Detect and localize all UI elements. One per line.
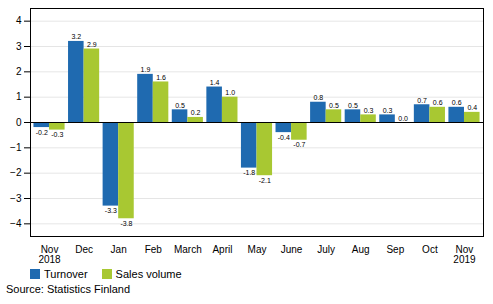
svg-text:April: April [212, 244, 232, 255]
html-text:Turnover: Turnover [44, 268, 88, 280]
svg-text:0.3: 0.3 [364, 107, 374, 114]
svg-text:1.6: 1.6 [156, 74, 166, 81]
svg-text:0.6: 0.6 [433, 99, 443, 106]
svg-text:Nov2019: Nov2019 [453, 244, 476, 265]
svg-text:-0.3: -0.3 [51, 131, 63, 138]
svg-text:4: 4 [16, 15, 22, 26]
svg-text:0.5: 0.5 [175, 102, 185, 109]
svg-text:Jan: Jan [111, 244, 127, 255]
svg-text:July: July [317, 244, 335, 255]
svg-text:0.2: 0.2 [191, 109, 201, 116]
svg-text:0.5: 0.5 [329, 102, 339, 109]
svg-text:0.3: 0.3 [383, 107, 393, 114]
svg-text:-1.8: -1.8 [243, 169, 255, 176]
svg-text:-3.3: -3.3 [105, 207, 117, 214]
svg-text:3.2: 3.2 [71, 33, 81, 40]
svg-text:−1: −1 [10, 142, 22, 153]
svg-text:−2: −2 [10, 167, 22, 178]
svg-text:Nov2018: Nov2018 [38, 244, 61, 265]
svg-text:-0.4: -0.4 [278, 134, 290, 141]
html-text:Source: Statistics Finland: Source: Statistics Finland [6, 283, 131, 295]
html-text:Sales volume: Sales volume [115, 268, 182, 280]
svg-text:2: 2 [16, 66, 22, 77]
svg-text:0.5: 0.5 [348, 102, 358, 109]
svg-text:Feb: Feb [145, 244, 163, 255]
svg-text:Aug: Aug [352, 244, 370, 255]
svg-text:-0.2: -0.2 [36, 129, 48, 136]
svg-text:−3: −3 [10, 193, 22, 204]
svg-text:1.0: 1.0 [225, 89, 235, 96]
svg-text:May: May [248, 244, 267, 255]
svg-text:0.6: 0.6 [452, 99, 462, 106]
svg-text:0.0: 0.0 [398, 115, 408, 122]
svg-text:Oct: Oct [422, 244, 438, 255]
svg-text:1: 1 [16, 91, 22, 102]
svg-text:3: 3 [16, 41, 22, 52]
svg-text:2.9: 2.9 [87, 41, 97, 48]
svg-text:March: March [174, 244, 202, 255]
svg-text:−4: −4 [10, 218, 22, 229]
svg-text:-2.1: -2.1 [259, 177, 271, 184]
svg-text:June: June [281, 244, 303, 255]
svg-text:0: 0 [16, 117, 22, 128]
svg-text:1.9: 1.9 [141, 66, 151, 73]
svg-text:0.8: 0.8 [314, 94, 324, 101]
svg-text:Sep: Sep [386, 244, 404, 255]
svg-text:0.7: 0.7 [417, 97, 427, 104]
svg-text:-3.8: -3.8 [120, 220, 132, 227]
svg-text:-0.7: -0.7 [293, 141, 305, 148]
svg-text:0.4: 0.4 [467, 104, 477, 111]
svg-text:Dec: Dec [75, 244, 93, 255]
svg-text:1.4: 1.4 [210, 79, 220, 86]
